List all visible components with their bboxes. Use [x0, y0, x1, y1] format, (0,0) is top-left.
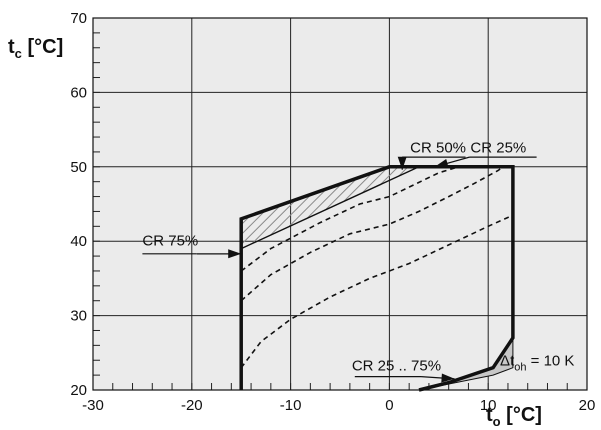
annotation-arrowhead: [441, 373, 455, 383]
x-axis-title-main: t: [486, 404, 493, 426]
x-tick-label: 20: [579, 397, 596, 414]
y-tick-labels: 20 30 40 50 60 70: [70, 10, 87, 399]
limit-lines: [240, 166, 514, 369]
x-tick-label: 0: [385, 397, 393, 414]
y-tick-label: 20: [70, 382, 87, 399]
toh-label-delta: Δt: [500, 352, 515, 369]
y-tick-label: 40: [70, 233, 87, 250]
annotation-label: CR 25 .. 75%: [352, 358, 441, 375]
annotation-2: CR 25%: [434, 140, 537, 168]
y-tick-label: 30: [70, 308, 87, 325]
x-tick-label: -20: [181, 397, 203, 414]
x-axis-title-sub: o: [493, 414, 501, 429]
plot-background: [93, 18, 587, 390]
annotation-label: CR 25%: [470, 140, 526, 157]
toh-label: Δtoh = 10 K: [500, 352, 574, 373]
annotation-3: CR 25 .. 75%: [352, 358, 455, 383]
annotation-arrowhead: [228, 249, 242, 259]
y-axis-title: tc [°C]: [8, 36, 63, 61]
series-line-cr-75: [240, 166, 420, 250]
annotation-0: CR 75%: [142, 233, 242, 259]
plot-frame: [92, 17, 588, 391]
x-tick-labels: -30 -20 -10 0 10 20: [82, 397, 595, 414]
annotation-label: CR 75%: [142, 233, 198, 250]
x-axis-title-unit: [°C]: [501, 404, 542, 426]
x-tick-label: -10: [280, 397, 302, 414]
toh-label-rest: = 10 K: [526, 352, 574, 369]
annotations: CR 75% CR 50% CR 25% CR 25 .. 75% Δtoh = 10 …: [142, 140, 574, 383]
y-axis-title-sub: c: [15, 46, 22, 61]
annotation-arrowhead: [434, 159, 449, 168]
operating-envelope: [239, 165, 515, 392]
y-axis-title-unit: [°C]: [22, 36, 63, 58]
y-tick-label: 50: [70, 159, 87, 176]
y-tick-label: 60: [70, 84, 87, 101]
annotation-1: CR 50%: [397, 140, 466, 170]
x-axis-title: to [°C]: [486, 404, 542, 429]
series-line-cr-50: [240, 166, 459, 272]
y-tick-label: 70: [70, 10, 87, 27]
toh-label-sub: oh: [514, 361, 526, 373]
y-axis-title-main: t: [8, 36, 15, 58]
x-tick-label: -30: [82, 397, 104, 414]
annotation-label: CR 50%: [410, 140, 466, 157]
annotation-arrowhead: [397, 156, 407, 170]
x-tick-label: 10: [480, 397, 497, 414]
series-line-cr-25-lower: [240, 214, 514, 369]
